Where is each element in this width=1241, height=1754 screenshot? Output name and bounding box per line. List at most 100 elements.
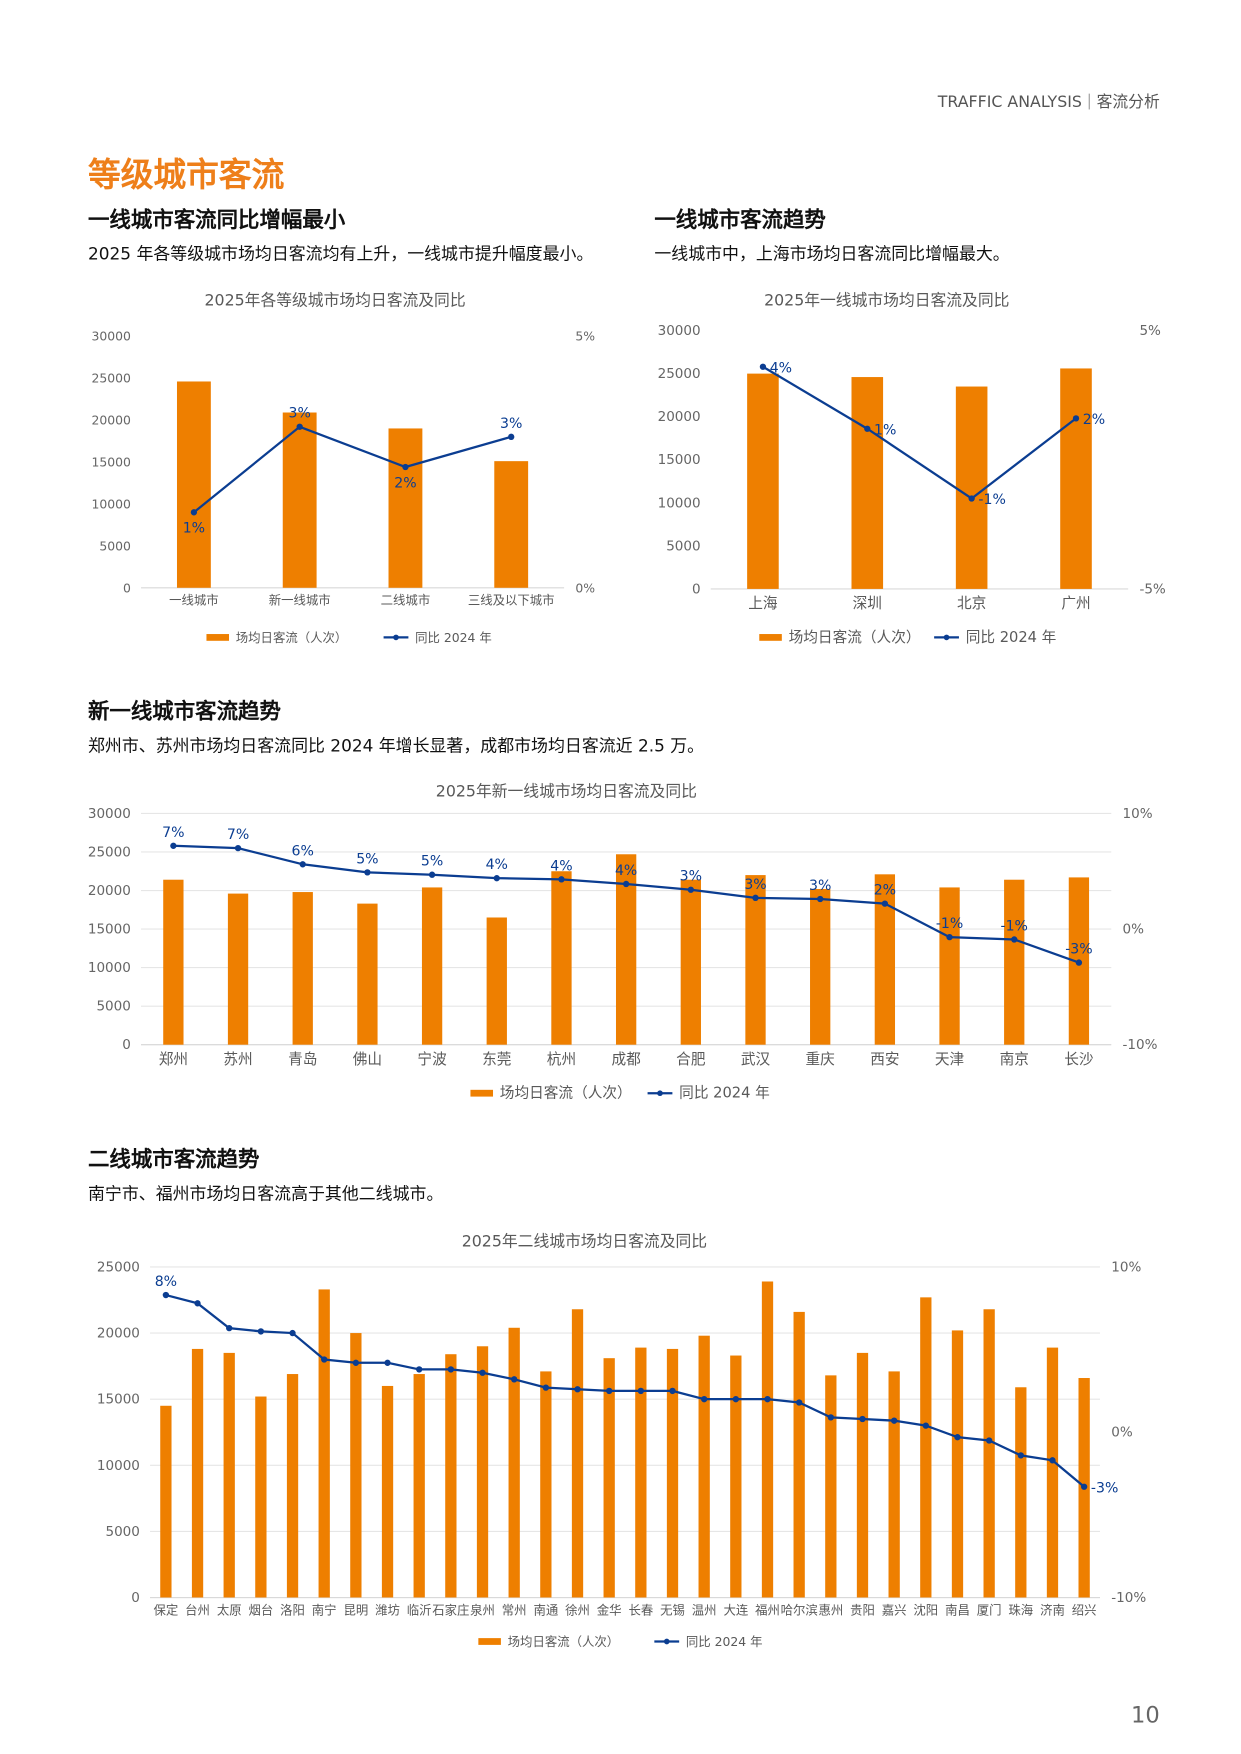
line-point: [190, 509, 198, 516]
page-header: TRAFFIC ANALYSIS 客流分析: [938, 90, 1160, 113]
data-label: 4%: [615, 863, 637, 879]
x-tick-label: 常州: [502, 1602, 527, 1617]
line-point: [1011, 936, 1018, 943]
y-left-tick-label: 30000: [91, 329, 131, 344]
line-point: [194, 1300, 201, 1307]
bar: [494, 461, 529, 588]
y-left-tick-label: 5000: [96, 999, 130, 1015]
data-label: 6%: [292, 843, 314, 859]
bar: [292, 892, 313, 1045]
x-tick-label: 三线及以下城市: [468, 593, 555, 608]
x-tick-label: 长沙: [1064, 1051, 1094, 1068]
data-label: 2%: [874, 883, 896, 899]
y-left-tick-label: 10000: [97, 1458, 140, 1474]
bar: [223, 1352, 235, 1598]
header-en: TRAFFIC ANALYSIS: [937, 93, 1082, 112]
bar: [1015, 1387, 1027, 1598]
bar: [508, 1327, 520, 1598]
line-point: [296, 423, 303, 430]
bar: [939, 887, 960, 1045]
data-label: 2%: [1083, 412, 1105, 428]
y-left-tick-label: 15000: [97, 1392, 140, 1408]
x-tick-label: 潍坊: [375, 1602, 400, 1617]
line-point: [759, 363, 767, 370]
line-point: [890, 1417, 898, 1424]
chart-title: 2025年二线城市场均日客流及同比: [462, 1232, 707, 1251]
bar: [318, 1289, 330, 1598]
page-title: 等级城市客流: [87, 155, 285, 195]
line-point: [170, 842, 177, 849]
bar: [603, 1358, 615, 1598]
x-tick-label: 二线城市: [381, 593, 431, 608]
line-point: [352, 1359, 360, 1366]
bar: [282, 412, 317, 588]
line-point: [701, 1396, 708, 1403]
data-label: -3%: [1091, 1480, 1118, 1496]
line-point: [864, 425, 871, 432]
line-point: [508, 433, 515, 440]
bar: [793, 1311, 805, 1598]
x-tick-label: 临沂: [407, 1602, 432, 1617]
bar: [851, 377, 884, 589]
x-tick-label: 徐州: [565, 1602, 590, 1617]
x-tick-label: 天津: [935, 1051, 965, 1068]
data-label: -1%: [936, 916, 963, 932]
line-point: [364, 869, 371, 876]
bar: [571, 1309, 584, 1598]
line-point: [493, 875, 500, 882]
x-tick-label: 石家庄: [432, 1602, 469, 1617]
y-left-tick-label: 5000: [105, 1524, 139, 1540]
bar: [745, 875, 766, 1045]
data-label: 3%: [680, 869, 702, 885]
bar: [163, 879, 184, 1045]
x-tick-label: 东莞: [482, 1051, 511, 1068]
section-heading: 一线城市客流同比增幅最小: [87, 207, 346, 233]
bar: [1060, 368, 1092, 589]
line-point: [859, 1415, 866, 1423]
y-left-tick-label: 0: [692, 581, 701, 597]
line-point: [732, 1396, 739, 1403]
x-tick-label: 重庆: [806, 1051, 836, 1068]
x-tick-label: 沈阳: [913, 1602, 938, 1617]
line-point: [946, 933, 953, 941]
bar: [357, 903, 378, 1045]
trend-line: [165, 1293, 1085, 1488]
y-left-tick-label: 30000: [88, 806, 131, 822]
bar: [856, 1352, 869, 1598]
line-point: [479, 1369, 486, 1376]
y-left-tick-label: 25000: [88, 844, 131, 860]
y-right-tick-label: 0%: [575, 580, 595, 595]
line-point: [817, 895, 824, 903]
y-left-tick-label: 15000: [91, 455, 131, 470]
x-tick-label: 宁波: [417, 1051, 447, 1068]
bar: [1046, 1347, 1059, 1598]
line-point: [764, 1396, 771, 1403]
chart-title: 2025年各等级城市场均日客流及同比: [205, 291, 466, 310]
bar: [551, 871, 572, 1045]
bar: [810, 888, 831, 1045]
line-point: [1075, 959, 1083, 966]
x-tick-label: 福州: [755, 1602, 780, 1617]
legend-label: 同比 2024 年: [686, 1634, 763, 1649]
legend-line-marker: [943, 634, 950, 641]
bar: [666, 1348, 679, 1598]
line-point: [289, 1329, 296, 1337]
line-point: [827, 1414, 834, 1421]
x-tick-label: 珠海: [1008, 1602, 1033, 1617]
line-point: [1072, 415, 1080, 422]
x-tick-label: 苏州: [223, 1051, 252, 1068]
line-point: [622, 880, 630, 888]
section-heading: 新一线城市客流趋势: [87, 699, 281, 725]
header-cn: 客流分析: [1096, 93, 1160, 112]
legend-label: 同比 2024 年: [966, 629, 1057, 646]
data-label: 5%: [421, 854, 443, 870]
x-tick-label: 上海: [748, 595, 778, 612]
x-tick-label: 温州: [692, 1602, 717, 1617]
y-left-tick-label: 25000: [97, 1259, 140, 1275]
line-point: [574, 1386, 581, 1393]
x-tick-label: 金华: [597, 1602, 622, 1617]
y-left-tick-label: 5000: [99, 538, 131, 553]
x-tick-label: 厦门: [977, 1602, 1002, 1617]
